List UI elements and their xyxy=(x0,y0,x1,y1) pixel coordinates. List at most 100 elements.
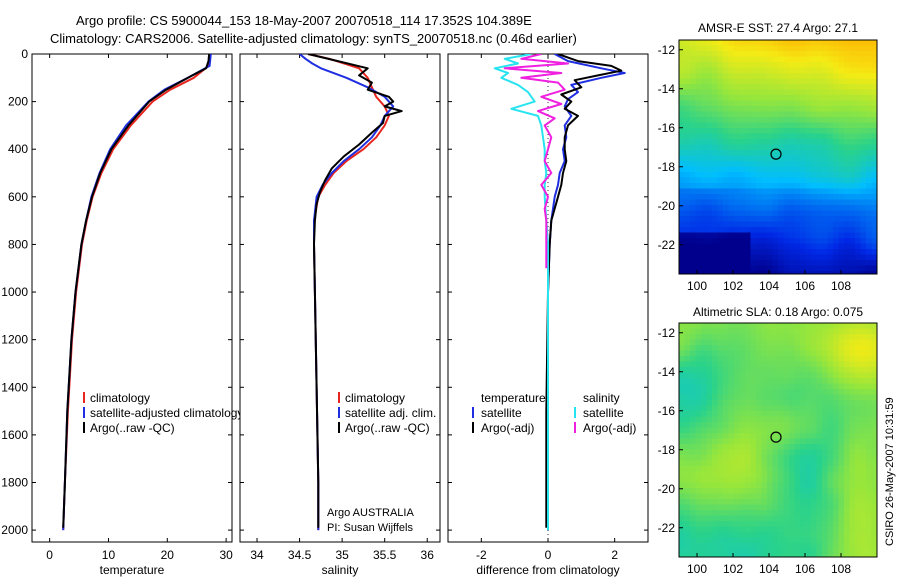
sst_map-cell xyxy=(833,84,839,90)
difference-legend-group-title: temperature xyxy=(481,391,546,405)
sst_map-cell xyxy=(805,51,812,57)
sla_map-cell xyxy=(844,488,850,494)
sla_map-cell xyxy=(767,477,773,483)
sst_map-argo-location-marker xyxy=(770,148,782,160)
sst_map-cell xyxy=(849,62,856,68)
sla_map-cell xyxy=(761,477,768,483)
sst_map-cell xyxy=(695,166,702,173)
sla_map-cell xyxy=(833,433,839,439)
temperature-xtick-label: 30 xyxy=(219,548,233,562)
sst_map-cell xyxy=(794,100,801,107)
sla_map-cell xyxy=(695,383,702,390)
sla_map-cell xyxy=(849,394,856,401)
sst_map-cell xyxy=(756,166,762,173)
sla_map-cell xyxy=(679,477,685,483)
sla_map-cell xyxy=(849,361,856,368)
sst_map-cell xyxy=(838,122,845,129)
sst_map-cell xyxy=(717,227,724,233)
sst_map-cell xyxy=(822,150,828,156)
sst_map-cell xyxy=(822,249,828,255)
sla_map-cell xyxy=(827,411,834,417)
sla_map-cell xyxy=(838,493,845,500)
sst_map-cell xyxy=(684,199,691,206)
sla_map-cell xyxy=(838,460,845,467)
sla_map-cell xyxy=(811,554,817,557)
sla_map-cell xyxy=(789,482,795,489)
sst_map-cell xyxy=(734,238,740,244)
sla_map-cell xyxy=(844,411,850,417)
sla_map-cell xyxy=(822,383,828,390)
sla_map-cell xyxy=(712,449,718,456)
sla_map-cell xyxy=(679,394,685,401)
sst_map-cell xyxy=(789,249,795,255)
sla_map-cell xyxy=(690,405,696,412)
sst_map-cell xyxy=(767,117,773,123)
sst_map-cell xyxy=(844,194,850,200)
sla_map-cell xyxy=(717,323,724,329)
sst_map-cell xyxy=(745,232,751,239)
sla_map-cell xyxy=(706,444,713,450)
sst_map-cell xyxy=(822,117,828,123)
sst_map-cell xyxy=(712,199,718,206)
sla_map-cell xyxy=(761,411,768,417)
sla_map-cell xyxy=(844,455,850,461)
sst_map-cell xyxy=(833,232,839,239)
sst_map-cell xyxy=(783,155,790,162)
sla_map-cell xyxy=(701,323,707,329)
sst_map-cell xyxy=(717,84,724,90)
sst_map-cell xyxy=(761,243,768,250)
sla_map-cell xyxy=(849,471,856,478)
sla_map-cell xyxy=(734,361,740,368)
sla_map-cell xyxy=(728,339,735,346)
sst_map-cell xyxy=(805,133,812,140)
sst_map-cell xyxy=(827,95,834,101)
sla_map-cell xyxy=(728,350,735,357)
sla_map-cell xyxy=(701,521,707,527)
sla_map-cell xyxy=(690,383,696,390)
sst_map-cell xyxy=(706,199,713,206)
sst_map-cell xyxy=(822,73,828,79)
sla_map-cell xyxy=(690,471,696,478)
sst_map-cell xyxy=(844,95,850,101)
sst_map-cell xyxy=(739,249,746,255)
sla_map-cell xyxy=(712,394,718,401)
sst_map-cell xyxy=(827,56,834,63)
sst_map-cell xyxy=(728,56,735,63)
sst_map-cell xyxy=(860,78,867,85)
sst_map-cell xyxy=(833,89,839,96)
sla_map-cell xyxy=(800,323,806,329)
sla_map-cell xyxy=(739,526,746,533)
sst_map-cell xyxy=(712,139,718,145)
sst_map-cell xyxy=(701,183,707,189)
sla_map-cell xyxy=(690,499,696,505)
sst_map-xtick-label: 102 xyxy=(723,279,743,293)
sla_map-cell xyxy=(805,427,812,434)
sla_map-cell xyxy=(871,345,877,351)
sla_map-cell xyxy=(822,444,828,450)
sst_map-cell xyxy=(855,166,861,173)
sla_map-cell xyxy=(772,515,779,522)
sla_map-cell xyxy=(838,504,845,511)
sst_map-cell xyxy=(712,111,718,118)
sla_map-cell xyxy=(838,521,845,527)
sla_map-cell xyxy=(723,416,729,423)
sla_map-cell xyxy=(805,400,812,406)
sla_map-cell xyxy=(860,416,867,423)
sla_map-cell xyxy=(734,334,740,340)
sst_map-cell xyxy=(739,177,746,184)
sla_map-cell xyxy=(706,350,713,357)
sst_map-cell xyxy=(816,95,823,101)
sla_map-cell xyxy=(794,367,801,373)
sla_map-cell xyxy=(871,334,877,340)
sla_map-cell xyxy=(690,394,696,401)
sla_map-cell xyxy=(750,526,757,533)
sla_map-cell xyxy=(756,449,762,456)
sla_map-cell xyxy=(783,471,790,478)
sla_map-cell xyxy=(860,548,867,555)
sst_map-cell xyxy=(860,62,867,68)
sst_map-cell xyxy=(679,172,685,178)
sla_map-cell xyxy=(866,482,872,489)
sst_map-cell xyxy=(706,144,713,151)
sst_map-cell xyxy=(695,249,702,255)
sst_map-cell xyxy=(772,205,779,211)
